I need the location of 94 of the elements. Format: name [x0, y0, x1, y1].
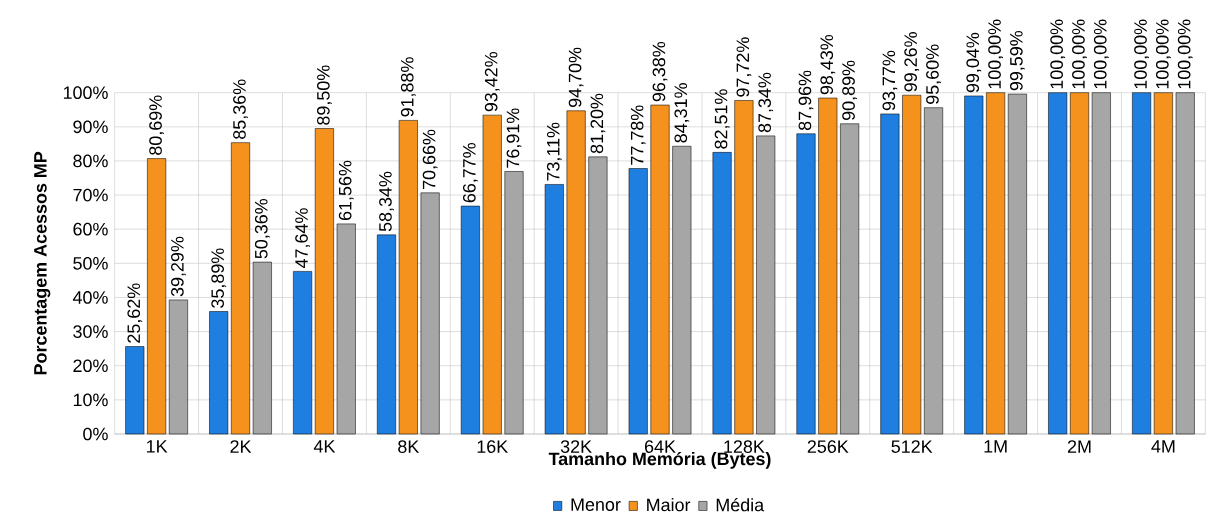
bar [231, 142, 251, 435]
bar [964, 95, 984, 435]
data-label: 77,78% [630, 105, 646, 165]
data-label: 99,59% [1010, 30, 1025, 91]
data-label: 25,62% [127, 283, 143, 343]
data-label: 70,66% [422, 129, 438, 189]
data-label: 94,70% [568, 47, 584, 107]
data-label: 100,00% [1155, 19, 1171, 89]
bar [880, 113, 900, 435]
bar [377, 234, 396, 435]
y-tick-label: 30% [73, 325, 108, 338]
bar [650, 104, 670, 435]
data-label: 81,20% [590, 93, 606, 154]
x-axis-title: Tamanho Memória (Bytes) [548, 451, 771, 469]
bar [482, 114, 502, 435]
bar [398, 120, 418, 435]
data-label: 89,50% [317, 65, 332, 125]
bar [796, 133, 816, 435]
y-tick-label: 100% [63, 86, 108, 99]
data-label: 100,00% [1134, 19, 1149, 89]
bar [544, 184, 564, 435]
y-tick-label: 20% [73, 359, 108, 373]
bar [147, 158, 167, 435]
x-tick-label: 8K [398, 440, 420, 453]
data-label: 100,00% [1177, 19, 1193, 89]
y-tick-label: 80% [73, 154, 108, 168]
bar [209, 311, 229, 435]
bar [902, 94, 922, 435]
bar [1132, 92, 1152, 435]
y-tick-label: 50% [73, 256, 108, 270]
x-tick-label: 1M [984, 440, 1007, 453]
bar [314, 128, 334, 435]
data-label: 93,42% [484, 52, 500, 112]
legend-label: Maior [647, 498, 691, 512]
x-tick-label: 4M [1151, 440, 1175, 453]
y-tick-label: 10% [73, 393, 108, 407]
bar [1070, 92, 1089, 435]
data-label: 84,31% [674, 83, 690, 143]
legend-label: Média [716, 497, 765, 512]
data-label: 93,77% [882, 50, 898, 111]
data-label: 87,96% [798, 70, 814, 131]
data-label: 97,72% [736, 37, 752, 97]
x-tick-label: 256K [807, 440, 849, 453]
y-tick-label: 90% [73, 120, 108, 134]
x-tick-label: 512K [891, 440, 933, 453]
data-label: 35,89% [211, 248, 227, 308]
data-label: 58,34% [379, 171, 394, 232]
x-tick-label: 4K [313, 440, 336, 453]
y-tick-label: 70% [73, 188, 108, 202]
data-label: 98,43% [820, 34, 836, 95]
data-label: 82,51% [714, 89, 730, 149]
x-tick-label: 64K [644, 440, 676, 453]
data-label: 50,36% [254, 199, 270, 259]
data-label: 61,56% [338, 160, 354, 221]
data-label: 76,91% [506, 108, 522, 168]
bar [818, 97, 838, 435]
data-label: 80,69% [149, 95, 165, 155]
x-tick-label: 2K [230, 440, 252, 453]
bar [566, 110, 586, 435]
y-tick-label: 60% [73, 222, 108, 236]
bar [986, 92, 1006, 435]
bar [1153, 92, 1173, 435]
bar [628, 168, 648, 435]
data-label: 91,88% [400, 57, 416, 117]
x-tick-label: 1K [147, 440, 168, 453]
bar [460, 205, 480, 435]
x-tick-label: 128K [724, 440, 765, 453]
data-label: 47,64% [295, 208, 311, 269]
data-label: 100,00% [1072, 19, 1087, 89]
data-label: 66,77% [462, 142, 478, 203]
y-axis-title: Porcentagem Acessos MP [34, 151, 51, 375]
data-label: 73,11% [546, 122, 562, 181]
data-label: 85,36% [233, 79, 248, 139]
data-label: 90,89% [842, 60, 858, 120]
data-label: 100,00% [988, 19, 1004, 89]
y-tick-label: 40% [72, 291, 108, 304]
x-tick-label: 16K [477, 440, 508, 453]
bar [293, 271, 313, 435]
data-label: 99,04% [966, 32, 982, 93]
x-tick-label: 32K [560, 440, 592, 453]
data-label: 87,34% [758, 72, 774, 133]
bar [712, 152, 732, 435]
legend-label: Menor [571, 498, 621, 511]
bar [1048, 92, 1068, 435]
bar [734, 100, 754, 435]
data-label: 95,60% [926, 44, 941, 104]
bar [125, 346, 145, 435]
data-label: 39,29% [171, 236, 186, 297]
data-label: 96,38% [652, 41, 668, 102]
data-label: 99,26% [904, 32, 920, 92]
y-tick-label: 0% [83, 427, 108, 441]
x-tick-label: 2M [1067, 440, 1091, 453]
data-label: 100,00% [1093, 19, 1109, 89]
data-label: 100,00% [1050, 19, 1066, 89]
